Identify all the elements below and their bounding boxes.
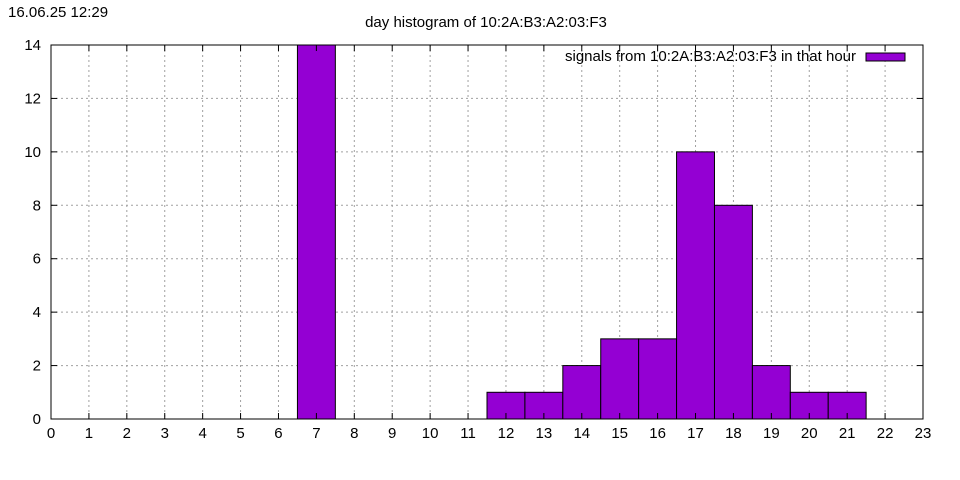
x-tick-label: 21 (839, 425, 856, 442)
x-tick-label: 13 (536, 425, 553, 442)
x-tick-label: 10 (422, 425, 439, 442)
x-tick-label: 5 (236, 425, 244, 442)
x-tick-label: 20 (801, 425, 818, 442)
x-tick-label: 23 (915, 425, 932, 442)
x-tick-label: 3 (161, 425, 169, 442)
x-tick-label: 9 (388, 425, 396, 442)
x-tick-label: 7 (312, 425, 320, 442)
plot-frame (50, 44, 924, 420)
x-tick-label: 16 (649, 425, 666, 442)
bar (296, 44, 336, 420)
x-tick-label: 2 (123, 425, 131, 442)
grid-lines (51, 45, 923, 419)
bars (296, 44, 867, 420)
bar (600, 338, 640, 420)
ticks: 0 1 2 3 4 5 6 7 8 9 10 11 12 13 14 15 16 17 18 19 20 21 22 2302… (24, 37, 931, 442)
x-tick-label: 19 (763, 425, 780, 442)
x-tick-label: 0 (47, 425, 55, 442)
legend: signals from 10:2A:B3:A2:03:F3 in that h… (565, 48, 906, 65)
y-tick-label: 4 (33, 304, 41, 321)
x-tick-label: 17 (687, 425, 704, 442)
x-tick-label: 22 (877, 425, 894, 442)
x-tick-label: 11 (460, 425, 476, 442)
bar (676, 151, 715, 420)
bar (713, 204, 753, 420)
x-tick-label: 8 (350, 425, 358, 442)
x-tick-label: 4 (198, 425, 206, 442)
x-tick-label: 18 (725, 425, 742, 442)
x-tick-label: 15 (611, 425, 628, 442)
timestamp: 16.06.25 12:29 (8, 4, 109, 21)
y-tick-label: 12 (24, 90, 41, 107)
y-tick-label: 6 (33, 251, 41, 268)
bar (638, 338, 678, 420)
chart-title: day histogram of 10:2A:B3:A2:03:F3 (365, 14, 607, 31)
y-tick-label: 2 (33, 358, 41, 375)
legend-swatch (865, 52, 906, 62)
y-tick-label: 8 (33, 197, 41, 214)
bar (562, 365, 602, 420)
legend-label: signals from 10:2A:B3:A2:03:F3 in that h… (565, 48, 856, 65)
x-tick-label: 14 (573, 425, 590, 442)
y-tick-label: 0 (33, 411, 41, 428)
bar (827, 391, 867, 420)
x-tick-label: 1 (85, 425, 93, 442)
y-tick-label: 14 (24, 37, 41, 54)
bar (751, 365, 791, 420)
x-tick-label: 6 (274, 425, 282, 442)
y-tick-label: 10 (24, 144, 41, 161)
x-tick-label: 12 (498, 425, 515, 442)
